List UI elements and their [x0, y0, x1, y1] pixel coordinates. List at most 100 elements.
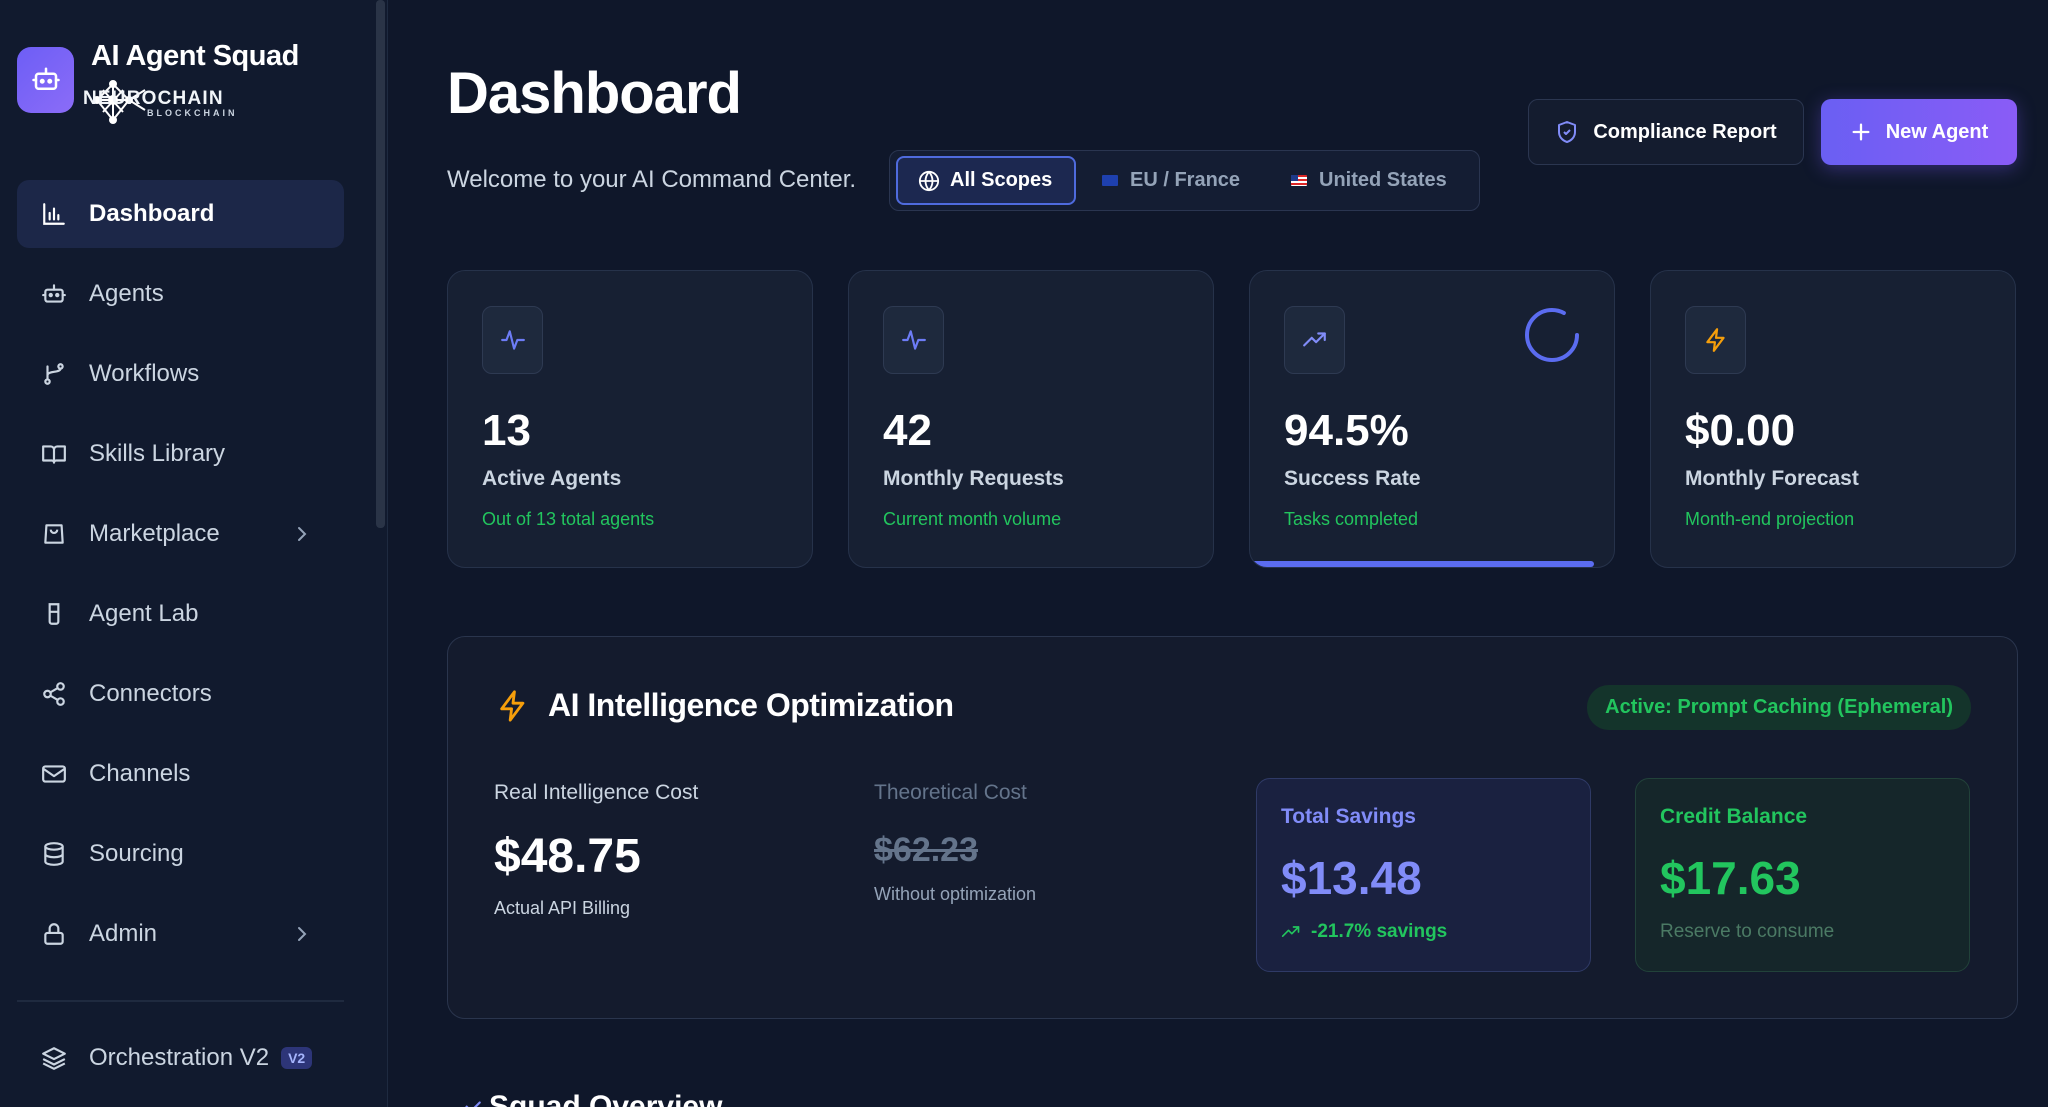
chevron-right-icon: [298, 927, 307, 941]
total-savings-value: $13.48: [1281, 852, 1422, 904]
shopping-bag-icon: [39, 519, 69, 549]
page-title: Dashboard: [447, 61, 742, 126]
bar-chart-icon: [39, 199, 69, 229]
sidebar-item-agent-lab[interactable]: Agent Lab: [17, 580, 344, 648]
activity-icon: [883, 306, 944, 374]
real-cost-label: Real Intelligence Cost: [494, 781, 699, 804]
lightning-icon: [500, 689, 525, 722]
sidebar-item-label: Orchestration V2: [89, 1044, 270, 1071]
sidebar-item-agents[interactable]: Agents: [17, 260, 344, 328]
real-cost-value: $48.75: [494, 830, 641, 883]
stat-label: Success Rate: [1284, 467, 1421, 490]
sidebar-scrollbar[interactable]: [376, 0, 385, 528]
scope-us-button[interactable]: United States: [1271, 156, 1467, 205]
stat-card-success-rate[interactable]: 94.5% Success Rate Tasks completed: [1249, 270, 1615, 568]
stat-label: Monthly Forecast: [1685, 467, 1859, 490]
plus-icon: [1850, 121, 1872, 143]
share-nodes-icon: [39, 679, 69, 709]
total-savings-label: Total Savings: [1281, 805, 1416, 828]
compliance-report-button[interactable]: Compliance Report: [1528, 99, 1804, 165]
loading-spinner-icon: [1525, 308, 1579, 362]
credit-balance-label: Credit Balance: [1660, 805, 1808, 828]
sidebar-item-label: Agents: [89, 280, 164, 307]
scope-eu-button[interactable]: EU / France: [1082, 156, 1260, 205]
stat-subtext: Current month volume: [883, 509, 1062, 529]
activity-icon: [482, 306, 543, 374]
stat-label: Active Agents: [482, 467, 622, 490]
sidebar-item-label: Workflows: [89, 360, 200, 387]
sidebar-item-label: Marketplace: [89, 520, 220, 547]
real-cost-block: Real Intelligence Cost $48.75 Actual API…: [494, 781, 698, 919]
beaker-icon: [39, 599, 69, 629]
new-agent-label: New Agent: [1885, 120, 1989, 143]
total-savings-card: Total Savings $13.48 -21.7% savings: [1256, 778, 1591, 972]
lightning-icon: [1685, 306, 1746, 374]
real-cost-subtext: Actual API Billing: [494, 898, 631, 918]
trending-up-icon: [1281, 926, 1300, 937]
stat-card-active-agents[interactable]: 13 Active Agents Out of 13 total agents: [447, 270, 813, 568]
stat-value: 94.5%: [1284, 406, 1409, 455]
main-content: Dashboard Welcome to your AI Command Cen…: [389, 0, 2048, 1107]
stat-value: 42: [883, 406, 932, 455]
sidebar-item-connectors[interactable]: Connectors: [17, 660, 344, 728]
robot-icon: [39, 279, 69, 309]
sidebar-divider: [17, 1000, 344, 1002]
theoretical-cost-block: Theoretical Cost $62.23 Without optimiza…: [874, 781, 1036, 905]
stat-label: Monthly Requests: [883, 467, 1064, 490]
compliance-report-label: Compliance Report: [1593, 120, 1777, 143]
credit-balance-value: $17.63: [1660, 852, 1801, 904]
total-savings-subtext: -21.7% savings: [1281, 921, 1447, 943]
sidebar-item-orchestration[interactable]: Orchestration V2 V2: [17, 1024, 344, 1092]
git-branch-icon: [39, 359, 69, 389]
credit-balance-card: Credit Balance $17.63 Reserve to consume: [1635, 778, 1970, 972]
sidebar-item-dashboard[interactable]: Dashboard: [17, 180, 344, 248]
stat-value: $0.00: [1685, 406, 1796, 455]
layers-icon: [39, 1043, 69, 1073]
new-agent-button[interactable]: New Agent: [1821, 99, 2017, 165]
success-progress-bar: [1250, 561, 1594, 567]
globe-icon: [918, 170, 940, 192]
theoretical-cost-value: $62.23: [874, 831, 978, 869]
theoretical-cost-label: Theoretical Cost: [874, 781, 1027, 804]
sidebar-item-label: Dashboard: [89, 200, 215, 227]
sidebar: AI Agent Squad NEUROCHAIN BLOCKCHAIN Das…: [0, 0, 388, 1107]
sidebar-item-sourcing[interactable]: Sourcing: [17, 820, 344, 888]
sidebar-item-label: Connectors: [89, 680, 212, 707]
stat-subtext: Out of 13 total agents: [482, 509, 655, 529]
page-subtitle: Welcome to your AI Command Center.: [447, 166, 857, 193]
sidebar-item-marketplace[interactable]: Marketplace: [17, 500, 344, 568]
scope-label: United States: [1319, 169, 1447, 191]
trending-up-icon: [465, 1101, 481, 1107]
sidebar-item-channels[interactable]: Channels: [17, 740, 344, 808]
optimization-panel: AI Intelligence Optimization Active: Pro…: [447, 636, 2018, 1019]
credit-balance-subtext: Reserve to consume: [1660, 921, 1835, 942]
sidebar-item-skills-library[interactable]: Skills Library: [17, 420, 344, 488]
scope-all-button[interactable]: All Scopes: [896, 156, 1076, 205]
scope-label: EU / France: [1130, 169, 1241, 191]
scope-label: All Scopes: [950, 169, 1053, 191]
trending-up-icon: [1284, 306, 1345, 374]
stat-subtext: Month-end projection: [1685, 509, 1855, 529]
brand[interactable]: AI Agent Squad NEUROCHAIN BLOCKCHAIN: [17, 40, 357, 130]
sidebar-item-label: Admin: [89, 920, 158, 947]
robot-icon: [17, 47, 74, 113]
neurochain-logo-icon: [93, 80, 146, 124]
optimization-header: AI Intelligence Optimization: [496, 687, 954, 724]
brand-title: AI Agent Squad: [91, 40, 299, 72]
stat-card-monthly-forecast[interactable]: $0.00 Monthly Forecast Month-end project…: [1650, 270, 2016, 568]
shield-icon: [1555, 120, 1579, 144]
database-icon: [39, 839, 69, 869]
sidebar-item-admin[interactable]: Admin: [17, 900, 344, 968]
stat-card-monthly-requests[interactable]: 42 Monthly Requests Current month volume: [848, 270, 1214, 568]
savings-percent: -21.7% savings: [1311, 921, 1448, 942]
mail-icon: [39, 759, 69, 789]
sidebar-item-label: Sourcing: [89, 840, 184, 867]
scope-selector: All Scopes EU / France United States: [889, 150, 1480, 211]
sidebar-item-workflows[interactable]: Workflows: [17, 340, 344, 408]
version-badge: V2: [281, 1047, 313, 1069]
squad-overview-title: Squad Overview: [489, 1090, 723, 1107]
chevron-right-icon: [298, 527, 307, 541]
brand-sub-main: NEUROCHAIN: [83, 88, 224, 109]
theoretical-cost-subtext: Without optimization: [874, 884, 1037, 904]
brand-sub-small: BLOCKCHAIN: [147, 108, 238, 118]
